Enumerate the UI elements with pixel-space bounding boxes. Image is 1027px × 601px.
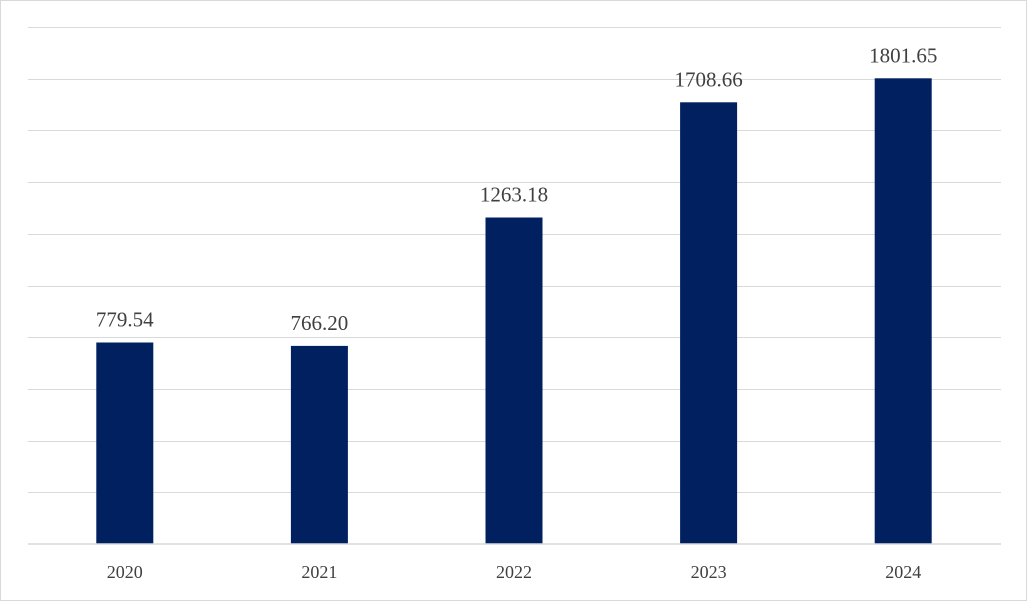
x-tick-label-2023: 2023	[691, 562, 727, 582]
bar-2020	[96, 342, 154, 544]
x-tick-label-2021: 2021	[301, 562, 337, 582]
bar-2024	[874, 78, 932, 545]
data-label-2024: 1801.65	[869, 43, 937, 67]
x-tick-label-2020: 2020	[107, 562, 143, 582]
data-label-2021: 766.20	[291, 311, 349, 335]
data-label-2020: 779.54	[96, 308, 154, 332]
data-labels: 779.54 766.20 1263.18 1708.66 1801.65	[96, 43, 937, 335]
x-tick-label-2024: 2024	[885, 562, 921, 582]
bar-2022	[485, 217, 543, 544]
data-label-2023: 1708.66	[674, 67, 742, 91]
bars	[96, 78, 932, 545]
bar-2021	[290, 345, 348, 544]
x-tick-labels: 2020 2021 2022 2023 2024	[107, 562, 921, 582]
gridlines	[28, 27, 1001, 493]
x-tick-label-2022: 2022	[496, 562, 532, 582]
data-label-2022: 1263.18	[480, 183, 548, 207]
bar-2023	[680, 102, 738, 545]
